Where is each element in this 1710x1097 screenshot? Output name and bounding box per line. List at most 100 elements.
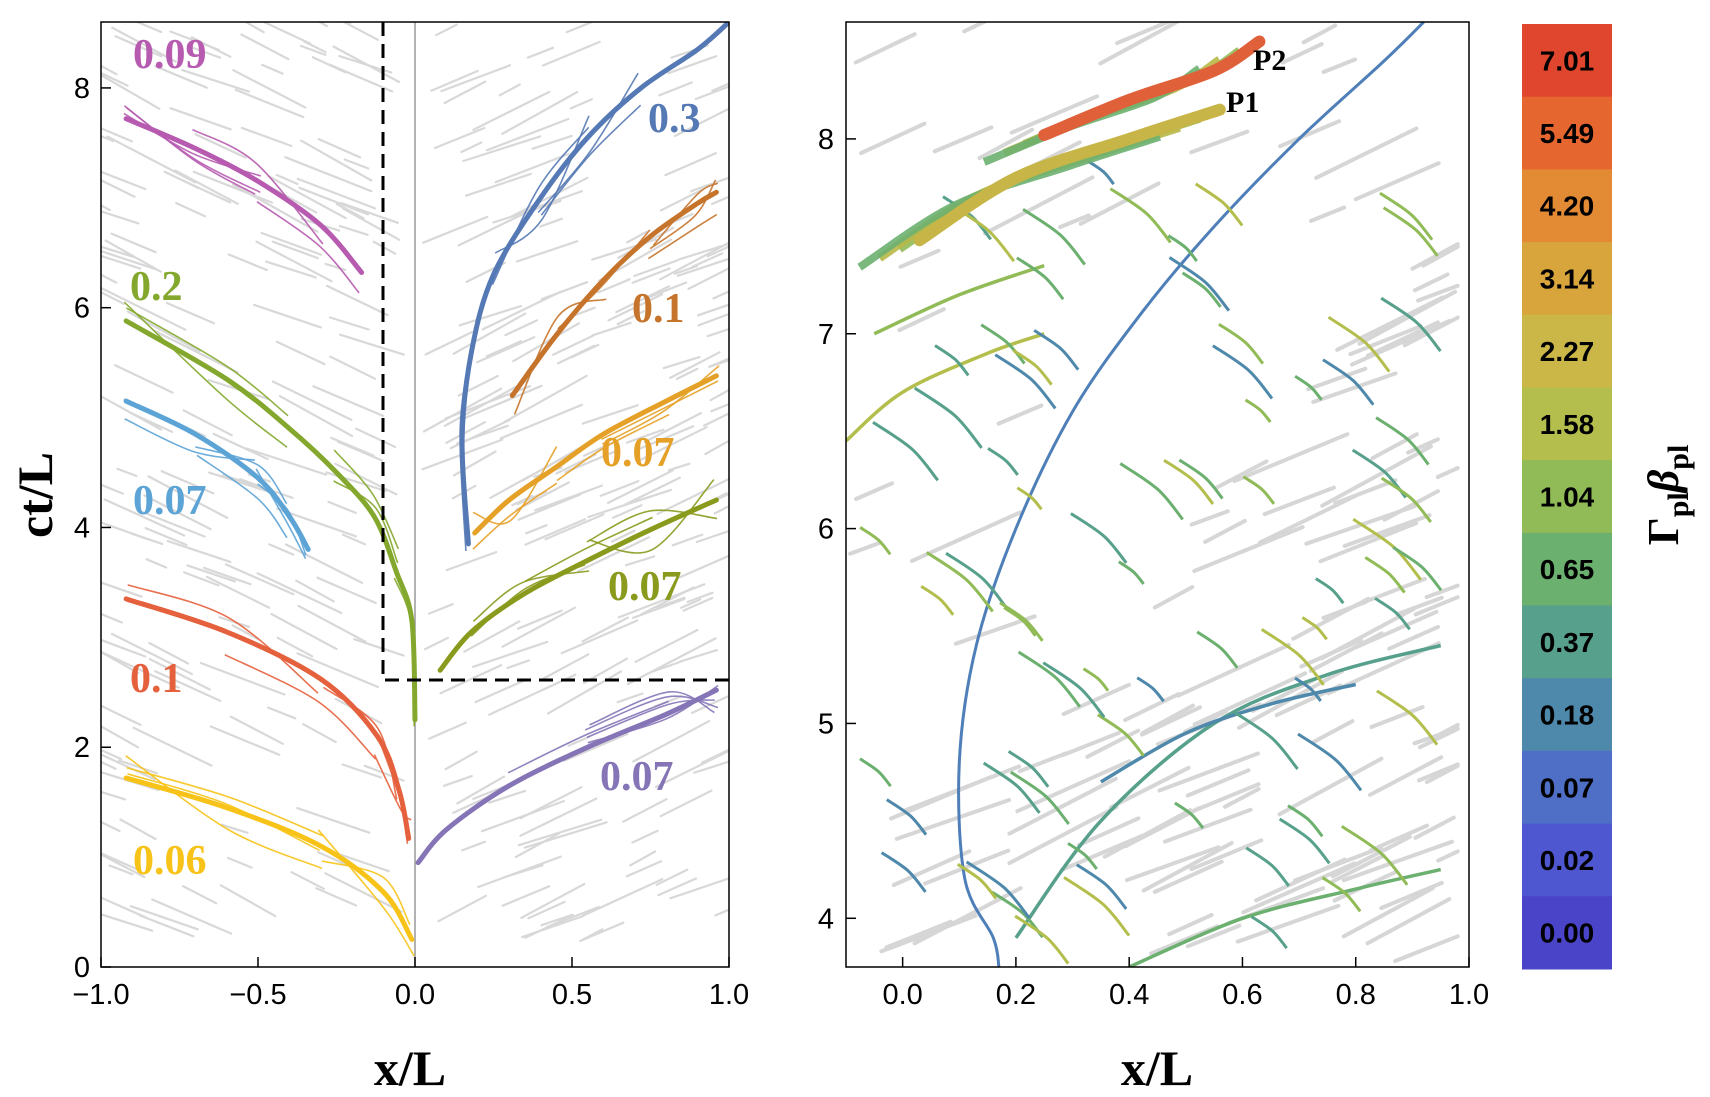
background-trajectory bbox=[126, 310, 201, 353]
background-trajectory bbox=[498, 83, 521, 97]
left-x-ticks: −1.0 −0.5 0.0 0.5 1.0 bbox=[72, 957, 749, 1011]
series-strand bbox=[472, 570, 590, 622]
background-trajectory bbox=[706, 245, 729, 258]
background-trajectory bbox=[209, 725, 281, 756]
y-tick-label: 7 bbox=[818, 319, 834, 351]
colored-trajectory bbox=[1003, 606, 1037, 637]
background-trajectory bbox=[1152, 585, 1195, 610]
series-strand bbox=[195, 446, 288, 505]
background-trajectory bbox=[848, 540, 882, 556]
label-p1: P1 bbox=[1226, 86, 1259, 119]
background-trajectory bbox=[101, 650, 180, 689]
background-trajectory bbox=[345, 22, 352, 24]
background-trajectory bbox=[696, 303, 729, 317]
background-trajectory bbox=[1115, 22, 1171, 46]
background-trajectory bbox=[624, 555, 656, 567]
background-trajectory bbox=[315, 887, 358, 907]
background-trajectory bbox=[1058, 213, 1091, 230]
background-trajectory bbox=[623, 476, 682, 506]
colored-trajectory bbox=[956, 863, 998, 900]
background-trajectory bbox=[546, 670, 623, 715]
colored-trajectory bbox=[1075, 863, 1128, 910]
background-trajectory bbox=[234, 88, 305, 119]
background-trajectory bbox=[673, 107, 729, 138]
background-trajectory bbox=[458, 305, 523, 327]
background-trajectory bbox=[101, 291, 125, 305]
background-trajectory bbox=[912, 886, 1023, 946]
series-line-7 bbox=[123, 596, 412, 841]
background-trajectory bbox=[101, 913, 154, 932]
series-strand bbox=[373, 754, 412, 821]
background-trajectory bbox=[154, 670, 222, 703]
background-trajectory bbox=[481, 290, 562, 331]
background-trajectory bbox=[1311, 719, 1355, 745]
background-trajectory bbox=[567, 735, 591, 747]
background-trajectory bbox=[433, 126, 486, 150]
colored-trajectory bbox=[1119, 462, 1184, 521]
background-trajectory bbox=[658, 81, 693, 97]
background-trajectory bbox=[274, 189, 318, 214]
background-trajectory bbox=[1223, 787, 1261, 809]
background-trajectory bbox=[1330, 834, 1412, 879]
background-trajectory bbox=[616, 692, 644, 704]
colored-trajectory bbox=[1297, 732, 1363, 792]
colored-trajectory bbox=[1376, 689, 1439, 746]
background-trajectory bbox=[1078, 181, 1161, 226]
background-trajectory bbox=[576, 536, 651, 573]
background-trajectory bbox=[1311, 371, 1398, 404]
background-trajectory bbox=[101, 204, 112, 212]
background-trajectory bbox=[983, 175, 1095, 236]
background-trajectory bbox=[224, 563, 295, 596]
colorbar-cell bbox=[1522, 242, 1612, 316]
colored-trajectory bbox=[1218, 322, 1265, 365]
background-trajectory bbox=[101, 210, 140, 225]
background-trajectory bbox=[695, 529, 729, 544]
background-trajectory bbox=[667, 462, 691, 472]
colored-trajectory bbox=[1100, 682, 1357, 784]
background-trajectory bbox=[1241, 861, 1357, 915]
colorbar-label: 1.58 bbox=[1540, 409, 1595, 440]
background-trajectory bbox=[208, 471, 267, 492]
colorbar-label: 0.07 bbox=[1540, 772, 1595, 803]
background-trajectory bbox=[260, 231, 323, 256]
colored-trajectory bbox=[1380, 476, 1432, 523]
background-trajectory bbox=[101, 612, 123, 624]
background-trajectory bbox=[659, 188, 705, 212]
background-trajectory bbox=[442, 774, 473, 787]
background-trajectory bbox=[545, 905, 600, 929]
background-trajectory bbox=[316, 576, 377, 605]
background-trajectory bbox=[220, 823, 249, 834]
background-trajectory bbox=[607, 293, 664, 322]
background-trajectory bbox=[101, 852, 139, 871]
background-trajectory bbox=[290, 871, 326, 890]
colored-trajectory bbox=[913, 386, 983, 449]
colored-trajectory bbox=[1379, 191, 1434, 241]
series-strand bbox=[588, 479, 715, 554]
background-trajectory bbox=[1341, 839, 1454, 883]
colored-trajectory bbox=[1375, 416, 1430, 466]
background-trajectory bbox=[610, 529, 636, 543]
background-trajectory bbox=[542, 653, 590, 680]
background-trajectory bbox=[671, 533, 704, 547]
background-trajectory bbox=[339, 853, 390, 873]
series-strand bbox=[192, 128, 324, 245]
background-trajectory bbox=[519, 797, 598, 837]
colorbar-cell bbox=[1522, 750, 1612, 825]
colored-trajectory bbox=[1009, 770, 1070, 825]
background-trajectory bbox=[519, 786, 583, 820]
colorbar-label: 4.20 bbox=[1540, 191, 1595, 222]
colorbar-cell bbox=[1522, 387, 1612, 461]
background-trajectory bbox=[445, 550, 498, 572]
colored-trajectory bbox=[880, 851, 927, 893]
background-trajectory bbox=[1393, 934, 1460, 963]
colored-trajectory bbox=[1392, 546, 1443, 592]
background-trajectory bbox=[1109, 765, 1191, 810]
series-strand bbox=[125, 755, 323, 870]
background-trajectory bbox=[101, 179, 136, 198]
colored-trajectory bbox=[872, 421, 939, 482]
background-trajectory bbox=[616, 310, 645, 326]
background-trajectory bbox=[443, 80, 487, 105]
colored-trajectory bbox=[1314, 577, 1345, 605]
label-p2: P2 bbox=[1253, 44, 1286, 77]
background-trajectory bbox=[245, 447, 328, 476]
